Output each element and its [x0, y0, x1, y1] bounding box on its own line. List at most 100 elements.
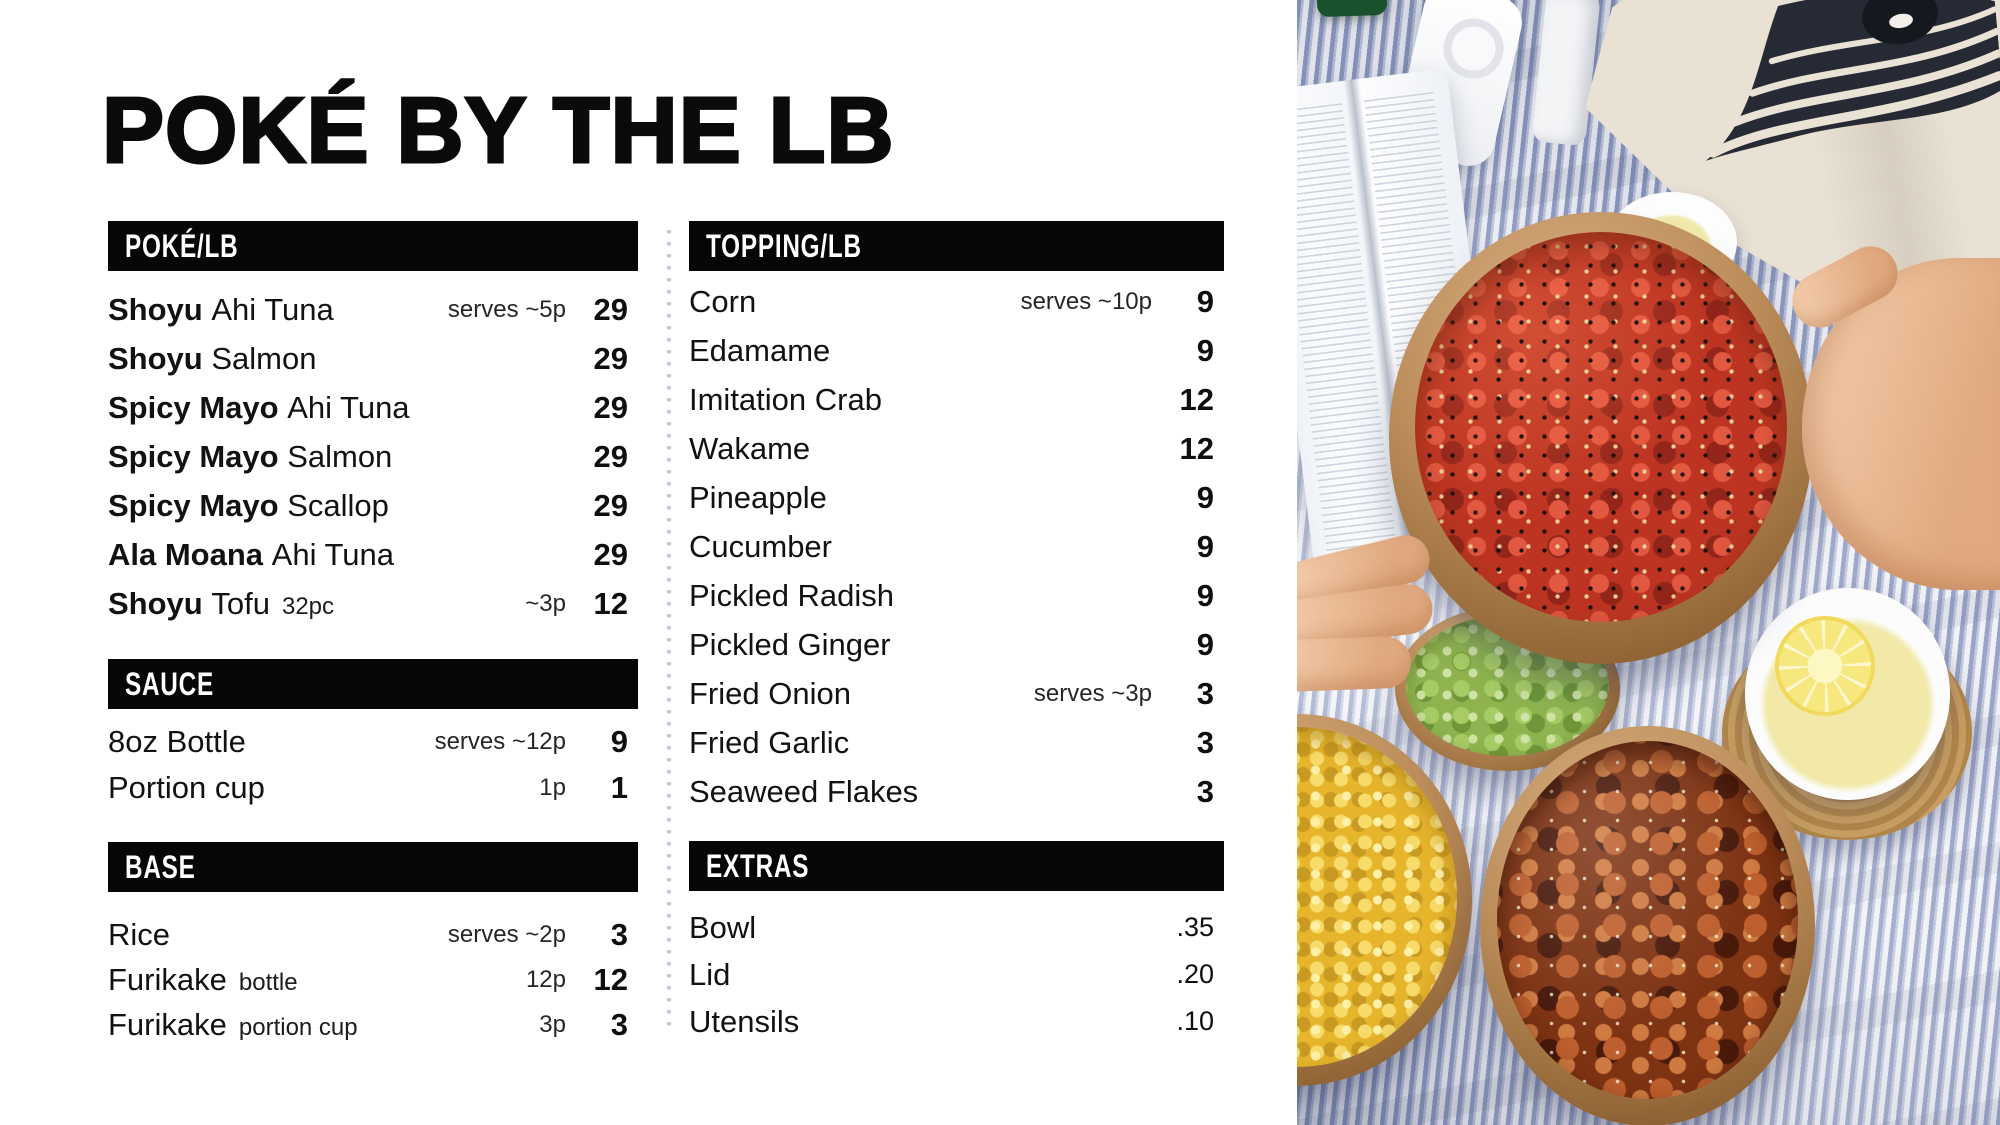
item-name: Pickled Ginger: [689, 626, 891, 662]
menu-item-row: Ala Moana Ahi Tuna 29: [108, 530, 638, 579]
tuna-poke-bowl: [1389, 212, 1813, 664]
item-name: Seaweed Flakes: [689, 773, 919, 809]
item-serves: serves ~5p: [447, 295, 566, 323]
section-header-label: SAUCE: [125, 665, 214, 702]
item-name: Portion cup: [108, 770, 265, 805]
lemon-water-cup: [1745, 588, 1950, 800]
item-name: Lid: [689, 956, 731, 992]
item-price: 9: [1196, 577, 1214, 613]
item-name: Fried Onion: [689, 675, 851, 711]
item-name: Corn: [689, 283, 757, 319]
menu-section-base: BASE Rice serves ~2p 3 Furikake bottle 12p 12 Fu…: [108, 842, 638, 1047]
item-price: .35: [1176, 912, 1214, 942]
item-style-prefix: Shoyu: [108, 585, 203, 621]
item-name: Furikake bottle: [108, 961, 298, 997]
item-style-prefix: Ala Moana: [108, 536, 264, 572]
item-price: 3: [1196, 773, 1214, 809]
item-price: 1: [610, 770, 628, 805]
item-name: Cucumber: [689, 528, 832, 564]
item-name: Furikake portion cup: [108, 1006, 358, 1042]
item-price: 12: [1179, 430, 1214, 466]
item-price: 9: [1196, 528, 1214, 564]
item-style-prefix: Spicy Mayo: [108, 389, 279, 425]
item-serves: 12p: [525, 965, 566, 993]
shoyu-salmon-poke: [1497, 741, 1798, 1099]
tote-wave-graphic: [1705, 0, 2000, 161]
page-title: POKÉ BY THE LB: [101, 78, 896, 182]
item-name: Pickled Radish: [689, 577, 895, 613]
menu-item-row: Bowl .35: [689, 904, 1224, 951]
item-style-prefix: Shoyu: [108, 291, 203, 327]
section-header-label: BASE: [125, 848, 196, 885]
column-divider: [667, 230, 671, 1033]
menu-item-row: Utensils .10: [689, 998, 1224, 1045]
item-price: 12: [593, 585, 628, 621]
item-name: Wakame: [689, 430, 811, 466]
item-note: bottle: [238, 968, 298, 996]
section-header-bar: SAUCE: [108, 659, 638, 709]
menu-item-row: Wakame 12: [689, 424, 1224, 473]
item-serves: 1p: [539, 774, 566, 801]
item-price: 12: [1179, 381, 1214, 417]
item-price: 3: [1196, 675, 1214, 711]
item-name: Imitation Crab: [689, 381, 882, 417]
menu-item-row: Shoyu Tofu 32pc ~3p 12: [108, 579, 638, 628]
menu-panel: POKÉ BY THE LB POKÉ/LB Shoyu Ahi Tuna serv…: [100, 78, 1224, 1047]
item-price: 3: [610, 916, 628, 952]
section-header-bar: EXTRAS: [689, 841, 1224, 891]
item-price: 3: [1196, 724, 1214, 760]
section-header-label: POKÉ/LB: [125, 227, 239, 264]
spicy-ahi-tuna-poke: [1415, 232, 1787, 622]
item-name: Bowl: [689, 909, 757, 945]
item-name: Ala Moana Ahi Tuna: [108, 536, 395, 572]
menu-item-row: Lid .20: [689, 951, 1224, 998]
menu-section-sauce: SAUCE 8oz Bottle serves ~12p 9 Portion cup 1p…: [108, 659, 638, 811]
section-header-label: TOPPING/LB: [706, 227, 862, 264]
salmon-poke-bowl: [1480, 726, 1815, 1125]
item-serves: serves ~3p: [1033, 679, 1152, 707]
menu-item-row: Edamame 9: [689, 326, 1224, 375]
menu-item-row: Seaweed Flakes 3: [689, 767, 1224, 816]
menu-section-topping: TOPPING/LB Corn serves ~10p 9 Edamame 9 Imitat…: [689, 221, 1224, 816]
item-name: Rice: [108, 916, 171, 952]
menu-section-extras: EXTRAS Bowl .35 Lid .20 Utensils .10: [689, 841, 1224, 1045]
item-name: Shoyu Ahi Tuna: [108, 291, 334, 327]
item-style-prefix: Spicy Mayo: [108, 487, 279, 523]
item-price: 29: [593, 340, 628, 376]
item-price: 9: [1196, 479, 1214, 515]
menu-item-row: Pickled Ginger 9: [689, 620, 1224, 669]
item-name: Fried Garlic: [689, 724, 850, 760]
item-name: Utensils: [689, 1003, 800, 1039]
photo-picnic-poke: [1297, 0, 2000, 1125]
menu-section-poke: POKÉ/LB Shoyu Ahi Tuna serves ~5p 29 Shoyu S…: [108, 221, 638, 628]
menu-item-row: Fried Onion serves ~3p 3: [689, 669, 1224, 718]
item-price: 9: [1196, 626, 1214, 662]
item-price: 29: [593, 438, 628, 474]
menu-item-row: Imitation Crab 12: [689, 375, 1224, 424]
item-price: 9: [610, 724, 628, 759]
item-name: Pineapple: [689, 479, 827, 515]
menu-item-row: Corn serves ~10p 9: [689, 277, 1224, 326]
item-name: 8oz Bottle: [108, 724, 246, 759]
menu-item-row: Spicy Mayo Salmon 29: [108, 432, 638, 481]
menu-item-row: Shoyu Salmon 29: [108, 334, 638, 383]
menu-item-row: Pineapple 9: [689, 473, 1224, 522]
item-name: Spicy Mayo Salmon: [108, 438, 393, 474]
menu-item-row: Spicy Mayo Ahi Tuna 29: [108, 383, 638, 432]
menu-item-row: Furikake portion cup 3p 3: [108, 1002, 638, 1047]
menu-item-row: Shoyu Ahi Tuna serves ~5p 29: [108, 285, 638, 334]
menu-item-row: Portion cup 1p 1: [108, 765, 638, 811]
item-name: Spicy Mayo Scallop: [108, 487, 389, 523]
menu-item-row: Furikake bottle 12p 12: [108, 957, 638, 1002]
item-style-prefix: Spicy Mayo: [108, 438, 279, 474]
menu-item-row: 8oz Bottle serves ~12p 9: [108, 719, 638, 765]
item-price: 29: [593, 487, 628, 523]
item-price: .20: [1176, 959, 1214, 989]
menu-item-row: Rice serves ~2p 3: [108, 912, 638, 957]
section-header-label: EXTRAS: [706, 847, 810, 884]
lemon-slice: [1775, 616, 1875, 716]
section-header-bar: POKÉ/LB: [108, 221, 638, 271]
item-serves: serves ~12p: [434, 728, 566, 755]
item-serves: serves ~2p: [447, 920, 566, 948]
